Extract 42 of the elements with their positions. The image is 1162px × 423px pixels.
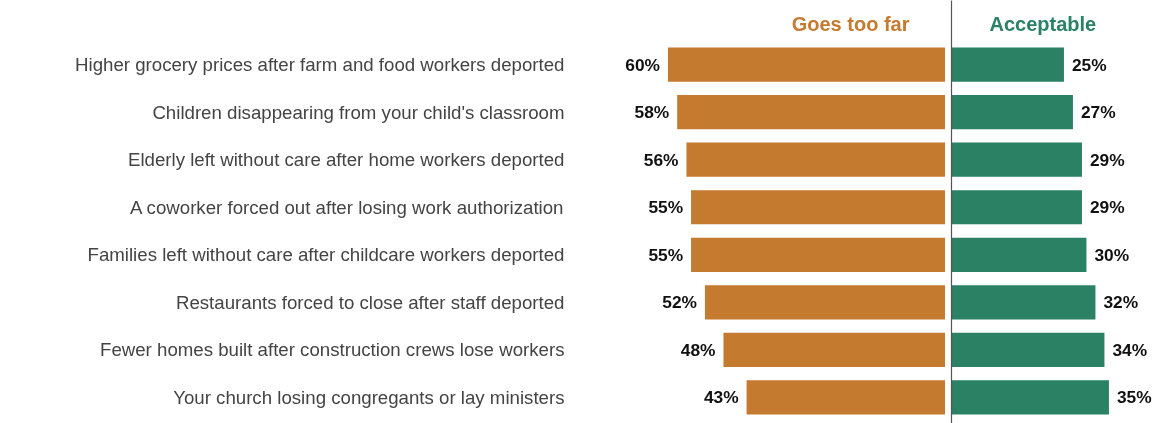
- bar: [667, 47, 945, 82]
- data-label: 32%: [1103, 292, 1139, 313]
- data-label: 60%: [625, 54, 660, 75]
- data-label: 29%: [1089, 149, 1125, 170]
- data-label: 55%: [648, 197, 684, 218]
- bar: [686, 142, 945, 177]
- data-label: 27%: [1080, 102, 1116, 123]
- bar: [691, 190, 945, 225]
- data-label: 43%: [703, 387, 739, 408]
- data-label: 52%: [662, 292, 697, 313]
- bar: [691, 237, 945, 272]
- bar: [951, 380, 1109, 415]
- data-label: 34%: [1112, 339, 1148, 360]
- y-tick-label: Your church losing congregants or lay ministers: [173, 386, 565, 408]
- bar: [951, 95, 1073, 130]
- data-label: 35%: [1116, 387, 1152, 408]
- bar: [951, 237, 1087, 272]
- y-tick-label: Fewer homes built after construction crews lose workers: [100, 339, 565, 361]
- y-tick-label: Higher grocery prices after farm and food workers deported: [75, 54, 565, 76]
- data-label: 25%: [1071, 54, 1107, 75]
- y-tick-label: A coworker forced out after losing work authorization: [130, 196, 564, 218]
- bar: [704, 285, 945, 320]
- y-tick-label: Elderly left without care after home workers deported: [127, 149, 565, 171]
- bar: [723, 332, 945, 367]
- y-tick-label: Restaurants forced to close after staff deported: [175, 291, 565, 313]
- series-label: Acceptable: [989, 13, 1097, 36]
- bar: [951, 47, 1064, 82]
- data-label: 55%: [648, 244, 684, 265]
- bar: [951, 190, 1082, 225]
- bar: [677, 95, 945, 130]
- bar: [951, 332, 1105, 367]
- bar: [951, 142, 1082, 177]
- data-label: 56%: [643, 149, 679, 170]
- data-label: 58%: [634, 102, 670, 123]
- data-label: 29%: [1089, 197, 1125, 218]
- series-label: Goes too far: [791, 13, 910, 36]
- data-label: 48%: [680, 339, 716, 360]
- bar: [746, 380, 945, 415]
- y-tick-label: Children disappearing from your child's classroom: [152, 101, 565, 123]
- y-tick-label: Families left without care after childcare workers deported: [87, 244, 565, 266]
- data-label: 30%: [1094, 244, 1130, 265]
- bar: [951, 285, 1096, 320]
